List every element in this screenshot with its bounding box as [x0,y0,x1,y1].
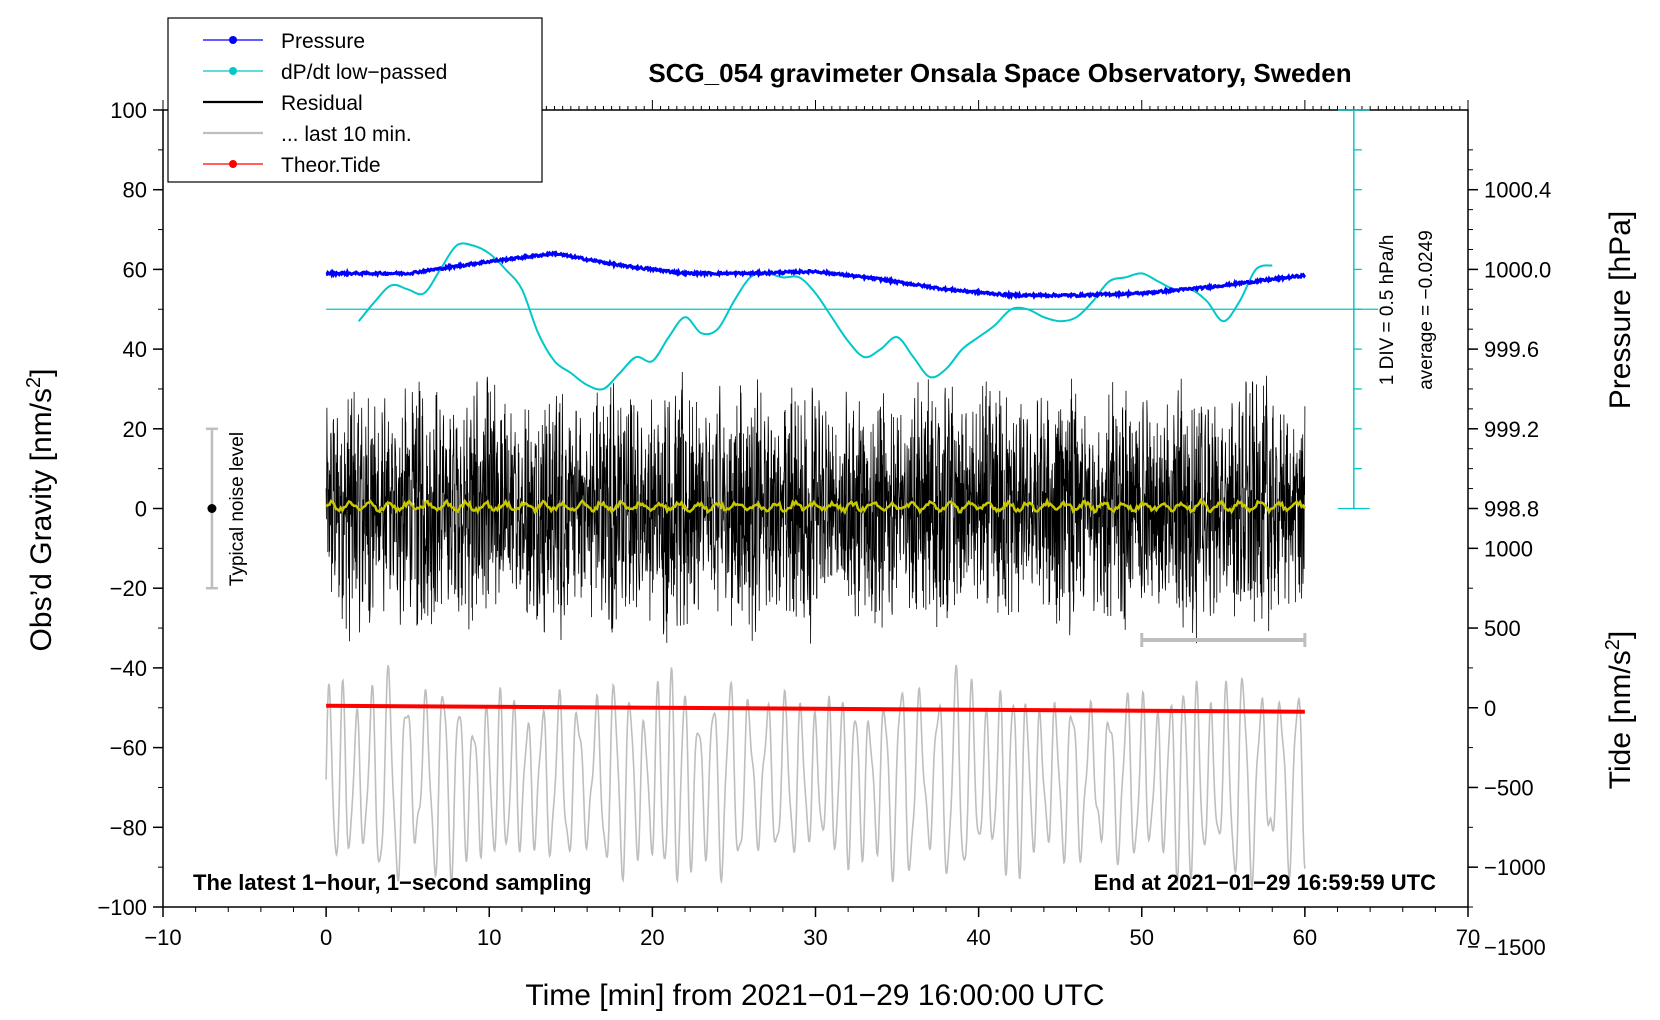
legend-label-3: ... last 10 min. [281,123,412,146]
div-scale-label: 1 DIV = 0.5 hPa/h [1377,235,1398,386]
residual-line [325,371,1306,644]
x-tick-label: 10 [477,925,501,950]
noise-bar-center [207,504,217,513]
tide-axis-title-close: ] [1604,631,1637,639]
pressure-axis-title: Pressure [hPa] [1604,211,1637,409]
y-tick-label: 0 [135,497,147,522]
y-tick-label: −100 [97,895,147,920]
y-tick-label: 60 [123,257,147,282]
noise-label: Typical noise level [227,432,248,586]
y-axis-title-left: Obs’d Gravity [nm/s2] [23,369,58,652]
x-tick-label: 50 [1130,925,1154,950]
x-tick-label: 40 [966,925,990,950]
legend-label-2: Residual [281,92,363,115]
legend-marker-4 [229,160,237,168]
last10-line [325,664,1306,889]
x-axis-title: Time [min] from 2021−01−29 16:00:00 UTC [525,979,1104,1012]
average-label: average = −0.0249 [1416,230,1437,390]
tide-tick-label: 500 [1484,616,1521,641]
legend-marker-1 [229,67,237,75]
y-tick-label: 80 [123,178,147,203]
tide-tick-label: 1000 [1484,536,1533,561]
annotations-layer [205,109,1370,648]
tide-tick-label: −1500 [1484,935,1546,960]
x-tick-label: 0 [320,925,332,950]
legend-marker-0 [229,36,237,44]
legend-label-4: Theor.Tide [281,154,381,177]
axes-layer: −10 0 10 20 30 40 50 60 70−100−80−60−40−20020406… [97,98,1551,960]
note-end-time: End at 2021−01−29 16:59:59 UTC [1094,870,1437,895]
chart-title: SCG_054 gravimeter Onsala Space Observat… [648,58,1351,88]
x-tick-label: 70 [1456,925,1480,950]
tide-tick-label: −500 [1484,775,1534,800]
pressure-tick-label: 998.8 [1484,497,1539,522]
series-layer [325,242,1379,889]
tide-line [326,703,1305,714]
pressure-tick-label: 1000.0 [1484,257,1551,282]
legend: Pressure dP/dt low−passed Residual ... last… [167,17,543,183]
note-sampling: The latest 1−hour, 1−second sampling [193,870,592,895]
pressure-tick-label: 1000.4 [1484,178,1551,203]
tide-axis-title: Tide [nm/s2] [1602,631,1637,789]
y-tick-label: −80 [110,815,147,840]
residual-smoothed-line [325,497,1306,516]
x-tick-label: 20 [640,925,664,950]
y-axis-title-left-close: ] [25,369,58,377]
x-tick-label: 60 [1293,925,1317,950]
y-tick-label: 20 [123,417,147,442]
x-tick-label: 30 [803,925,827,950]
dpdt-line [357,242,1273,391]
y-tick-label: 100 [110,98,147,123]
legend-box [167,17,543,183]
tide-axis-title-sup: 2 [1602,639,1624,650]
legend-label-1: dP/dt low−passed [281,61,447,84]
legend-label-0: Pressure [281,30,365,53]
y-tick-label: −60 [110,736,147,761]
tide-tick-label: 0 [1484,696,1496,721]
y-axis-title-left-sup: 2 [23,377,45,388]
pressure-tick-label: 999.2 [1484,417,1539,442]
x-tick-label: −10 [144,925,181,950]
tide-tick-label: −1000 [1484,855,1546,880]
y-tick-label: −40 [110,656,147,681]
y-tick-label: −20 [110,576,147,601]
pressure-tick-label: 999.6 [1484,337,1539,362]
y-tick-label: 40 [123,337,147,362]
pressure-line [325,250,1307,301]
